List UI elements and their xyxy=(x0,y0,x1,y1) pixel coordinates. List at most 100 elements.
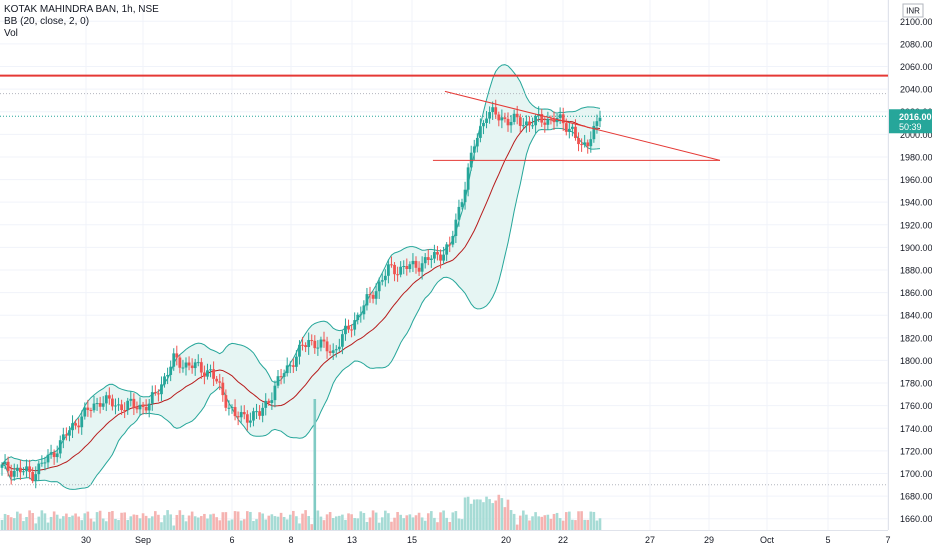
last-price-value: 2016.00 xyxy=(899,112,932,122)
candle-body xyxy=(285,365,289,374)
volume-bar xyxy=(184,521,188,530)
volume-bar xyxy=(313,399,317,530)
candle-body xyxy=(19,467,22,473)
candle-body xyxy=(356,314,360,321)
candle-body xyxy=(454,219,458,236)
volume-bar xyxy=(187,515,191,530)
volume-bar xyxy=(374,512,378,530)
candle-body xyxy=(193,362,197,369)
volume-bar xyxy=(120,512,123,530)
volume-bar xyxy=(141,513,145,530)
candle-body xyxy=(426,257,430,260)
candle-body xyxy=(371,294,375,299)
volume-bar xyxy=(580,511,583,530)
candle-body xyxy=(313,340,317,349)
candle-body xyxy=(595,121,599,126)
volume-bar xyxy=(377,522,381,530)
volume-bar xyxy=(316,510,320,530)
volume-bar xyxy=(586,519,590,530)
candle-body xyxy=(408,264,412,270)
candle-body xyxy=(319,339,323,348)
price-tick-label: 1700.00 xyxy=(900,469,932,479)
candle-body xyxy=(120,404,123,411)
candle-body xyxy=(411,260,415,265)
candle-body xyxy=(423,257,427,264)
candle-body xyxy=(199,362,203,373)
price-axis: 1660.00 1680.00 1700.00 1720.00 1740.00 1760.… xyxy=(900,17,932,524)
bb-indicator-label[interactable]: BB (20, close, 2, 0) xyxy=(4,16,90,27)
price-tick-label: 1740.00 xyxy=(900,424,932,434)
candle-body xyxy=(276,376,280,386)
volume-bar xyxy=(242,519,246,530)
volume-bar xyxy=(86,511,90,530)
volume-bar xyxy=(273,516,277,530)
candle-body xyxy=(178,357,182,368)
volume-bar xyxy=(215,517,218,530)
volume-bar xyxy=(420,517,424,530)
symbol-title[interactable]: KOTAK MAHINDRA BAN, 1h, NSE xyxy=(4,4,159,15)
candle-body xyxy=(55,453,59,458)
price-tick-label: 1780.00 xyxy=(900,379,932,389)
volume-bar xyxy=(482,502,485,530)
volume-bar xyxy=(592,511,596,530)
volume-bar xyxy=(451,512,455,530)
candle-body xyxy=(405,266,409,270)
volume-bar xyxy=(534,512,537,530)
candle-body xyxy=(187,362,191,366)
candle-body xyxy=(347,325,350,330)
candle-body xyxy=(92,403,96,411)
candle-body xyxy=(377,281,381,292)
volume-bar xyxy=(546,514,550,530)
volume-bar xyxy=(285,519,289,530)
volume-bar xyxy=(267,515,271,530)
candle-body xyxy=(448,244,452,246)
candle-body xyxy=(270,400,274,403)
volume-bar xyxy=(31,513,34,530)
volume-bar xyxy=(310,524,314,530)
candle-body xyxy=(433,252,436,259)
volume-bar xyxy=(393,517,396,530)
candle-body xyxy=(350,329,353,331)
volume-bar xyxy=(233,511,237,530)
price-tick-label: 1900.00 xyxy=(900,243,932,253)
candle-body xyxy=(442,254,445,261)
volume-bar xyxy=(239,520,243,530)
volume-bar xyxy=(399,514,402,530)
volume-bar xyxy=(52,511,56,530)
volume-bar xyxy=(276,516,280,530)
volume-bar xyxy=(138,518,142,530)
volume-bar xyxy=(509,510,513,530)
volume-bar xyxy=(40,510,44,530)
candle-body xyxy=(242,412,246,415)
volume-bar xyxy=(356,518,360,530)
volume-bar xyxy=(0,520,4,530)
candle-body xyxy=(160,384,163,395)
candle-body xyxy=(114,405,117,407)
candle-body xyxy=(181,367,185,369)
candle-body xyxy=(334,349,338,351)
candle-body xyxy=(61,434,65,441)
volume-bar xyxy=(190,511,194,530)
volume-bar xyxy=(178,510,182,530)
candle-body xyxy=(172,353,176,367)
volume-bar xyxy=(494,500,498,530)
candle-body xyxy=(209,369,212,371)
candle-body xyxy=(25,466,28,472)
volume-bar xyxy=(359,511,363,530)
candle-body xyxy=(65,434,68,436)
volume-bar xyxy=(196,517,200,530)
candle-body xyxy=(22,471,25,473)
candle-body xyxy=(236,416,240,418)
volume-bar xyxy=(224,512,228,530)
volume-bar xyxy=(55,514,59,530)
candle-body xyxy=(531,125,534,127)
volume-bar xyxy=(402,518,406,530)
volume-bar xyxy=(123,512,126,530)
volume-bar xyxy=(111,511,114,530)
volume-indicator-label[interactable]: Vol xyxy=(4,28,18,39)
volume-bar xyxy=(249,511,252,530)
candle-body xyxy=(28,466,31,472)
candle-body xyxy=(580,144,583,146)
